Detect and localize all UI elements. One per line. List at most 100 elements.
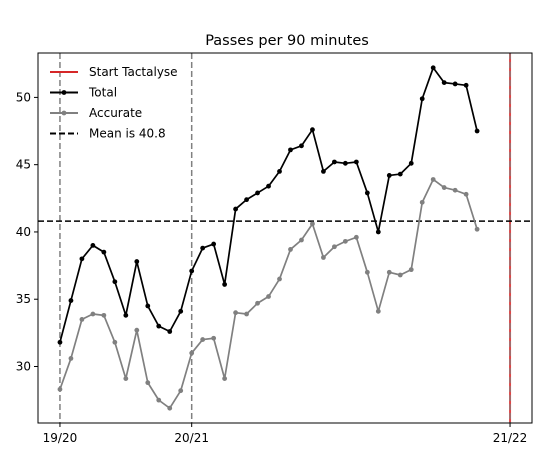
- data-point-total: [57, 339, 63, 345]
- data-point-accurate: [101, 312, 107, 318]
- data-point-accurate: [474, 226, 480, 232]
- data-point-accurate: [419, 199, 425, 205]
- data-point-total: [441, 80, 447, 85]
- data-point-total: [332, 159, 337, 165]
- axes-frame: [37, 52, 533, 424]
- data-point-total: [222, 282, 228, 287]
- data-point-total: [364, 190, 370, 196]
- data-point-accurate: [57, 386, 63, 392]
- data-point-accurate: [408, 267, 414, 273]
- legend-item-accurate: Accurate: [50, 106, 142, 120]
- legend-label: Accurate: [89, 106, 142, 120]
- axes: 30 35 40 45 50 19/20 20/21 21/22: [16, 52, 533, 445]
- legend-marker: [61, 110, 67, 116]
- data-point-total: [310, 127, 315, 133]
- data-point-accurate: [134, 327, 140, 333]
- x-tick-label: 19/20: [43, 431, 78, 445]
- y-tick-label: 40: [16, 225, 31, 239]
- y-tick-label: 35: [16, 292, 31, 306]
- data-point-accurate: [321, 255, 326, 260]
- data-point-accurate: [79, 317, 85, 322]
- data-point-total: [156, 323, 162, 329]
- data-point-total: [178, 308, 184, 314]
- data-point-total: [145, 303, 151, 309]
- data-point-total: [101, 249, 107, 255]
- data-point-accurate: [255, 300, 260, 306]
- data-point-accurate: [397, 272, 403, 278]
- data-point-total: [255, 190, 260, 196]
- data-point-total: [123, 312, 129, 318]
- data-point-total: [463, 82, 469, 88]
- data-point-accurate: [299, 237, 304, 243]
- legend-label: Mean is 40.8: [89, 127, 166, 141]
- data-point-accurate: [167, 405, 173, 411]
- data-point-total: [299, 143, 304, 149]
- y-tick-label: 45: [16, 158, 31, 172]
- data-point-accurate: [310, 221, 315, 227]
- data-point-accurate: [178, 388, 184, 394]
- data-point-accurate: [200, 337, 206, 342]
- data-point-total: [353, 159, 359, 165]
- series-line-accurate: [59, 178, 478, 410]
- legend-marker: [61, 90, 67, 95]
- data-point-accurate: [266, 294, 271, 299]
- data-point-total: [200, 245, 206, 251]
- legend: Start Tactalyse Total Accurate Mean is 40.8: [50, 65, 178, 141]
- data-point-total: [408, 160, 414, 166]
- data-point-total: [112, 279, 118, 285]
- data-point-accurate: [189, 350, 195, 356]
- chart-title: Passes per 90 minutes: [205, 33, 369, 49]
- data-point-accurate: [90, 311, 96, 317]
- data-point-accurate: [430, 177, 436, 182]
- data-point-total: [90, 243, 96, 248]
- data-point-total: [68, 298, 74, 303]
- data-point-total: [288, 147, 293, 153]
- x-tick-label: 21/22: [493, 431, 528, 445]
- data-point-total: [419, 96, 425, 102]
- data-point-accurate: [364, 269, 370, 275]
- data-point-accurate: [112, 339, 118, 345]
- data-point-accurate: [156, 397, 162, 403]
- x-tick-label: 20/21: [174, 431, 209, 445]
- data-point-total: [244, 197, 249, 203]
- data-point-total: [375, 229, 381, 235]
- legend-item-mean: Mean is 40.8: [50, 127, 166, 141]
- data-point-total: [167, 329, 173, 334]
- data-point-accurate: [233, 310, 239, 316]
- data-point-total: [397, 171, 403, 177]
- data-point-accurate: [332, 244, 337, 250]
- data-point-accurate: [68, 356, 74, 361]
- data-point-total: [474, 128, 480, 134]
- data-point-total: [233, 206, 239, 212]
- legend-label: Start Tactalyse: [89, 65, 178, 79]
- data-point-accurate: [386, 269, 392, 275]
- data-point-accurate: [353, 234, 359, 240]
- data-point-accurate: [452, 187, 458, 193]
- legend-item-total: Total: [50, 86, 117, 100]
- data-point-total: [386, 173, 392, 178]
- data-point-total: [189, 268, 195, 274]
- legend-item-start-tactalyse: Start Tactalyse: [50, 65, 178, 79]
- data-point-total: [342, 160, 348, 166]
- plot-area: [38, 53, 532, 423]
- data-point-accurate: [145, 380, 151, 386]
- data-point-accurate: [342, 238, 348, 244]
- data-point-total: [430, 65, 436, 71]
- data-point-accurate: [375, 308, 381, 314]
- data-point-accurate: [463, 191, 469, 197]
- legend-label: Total: [88, 86, 117, 100]
- data-point-total: [452, 81, 458, 87]
- data-point-total: [79, 256, 85, 262]
- y-tick-label: 30: [16, 359, 31, 373]
- data-point-total: [266, 183, 271, 189]
- data-point-accurate: [288, 247, 293, 252]
- data-point-accurate: [441, 185, 447, 190]
- data-point-accurate: [277, 276, 282, 282]
- data-point-total: [321, 169, 326, 174]
- data-point-accurate: [123, 376, 129, 381]
- data-point-total: [211, 241, 217, 247]
- data-point-total: [134, 259, 140, 264]
- data-point-accurate: [211, 335, 217, 341]
- data-point-accurate: [244, 311, 249, 317]
